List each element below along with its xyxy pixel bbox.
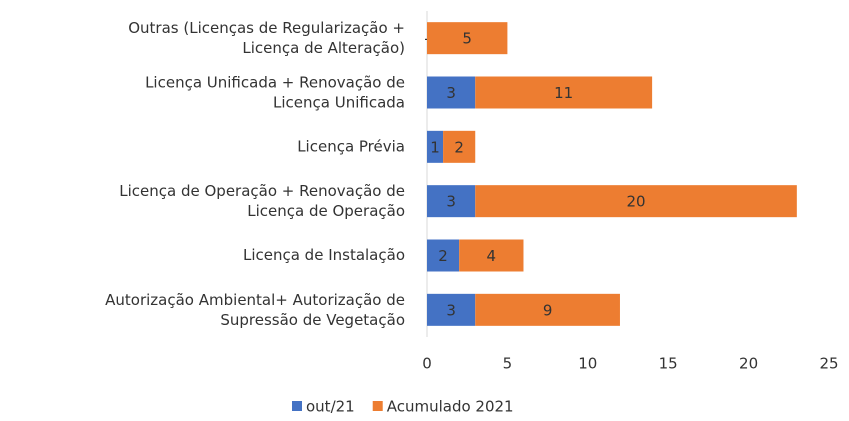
bar-segment xyxy=(427,22,508,55)
data-label: 9 xyxy=(543,301,553,319)
data-label: 1 xyxy=(430,138,440,156)
bar-segment xyxy=(459,239,524,272)
data-label: 2 xyxy=(454,138,464,156)
bar-segment xyxy=(475,293,620,326)
bar-segment xyxy=(443,130,476,163)
bar-segment xyxy=(427,239,460,272)
legend-label: out/21 xyxy=(306,398,355,416)
data-label: 4 xyxy=(487,247,497,265)
bar-segment xyxy=(427,130,444,163)
data-label: 3 xyxy=(446,193,456,211)
bar-segment xyxy=(475,76,653,109)
bar-segment xyxy=(427,76,476,109)
x-tick-label: 10 xyxy=(578,355,597,373)
legend-swatch xyxy=(292,401,302,411)
x-tick-label: 20 xyxy=(739,355,758,373)
data-label: 3 xyxy=(446,301,456,319)
legend-swatch xyxy=(372,401,383,411)
data-label: 2 xyxy=(438,247,448,265)
category-label: Licença de Operação + Renovação de Licenç… xyxy=(119,182,405,220)
category-label: Licença de Instalação xyxy=(243,246,405,264)
category-label: Autorização Ambiental+ Autorização de Sup… xyxy=(105,290,405,328)
data-label: 11 xyxy=(554,84,573,102)
bar-segment xyxy=(427,293,476,326)
data-label: 5 xyxy=(462,30,472,48)
legend-label: Acumulado 2021 xyxy=(387,398,514,416)
data-label: 3 xyxy=(446,84,456,102)
category-label: Outras (Licenças de Regularização + Licen… xyxy=(128,19,405,57)
x-tick-label: 5 xyxy=(503,355,513,373)
x-tick-label: 0 xyxy=(422,355,432,373)
category-label: Licença Prévia xyxy=(297,137,405,155)
bar-segment xyxy=(427,185,476,218)
data-label: 20 xyxy=(626,193,645,211)
x-tick-label: 25 xyxy=(819,355,838,373)
x-tick-label: 15 xyxy=(659,355,678,373)
category-label: Licença Unificada + Renovação de Licença … xyxy=(145,73,405,111)
bar-segment xyxy=(475,185,797,218)
